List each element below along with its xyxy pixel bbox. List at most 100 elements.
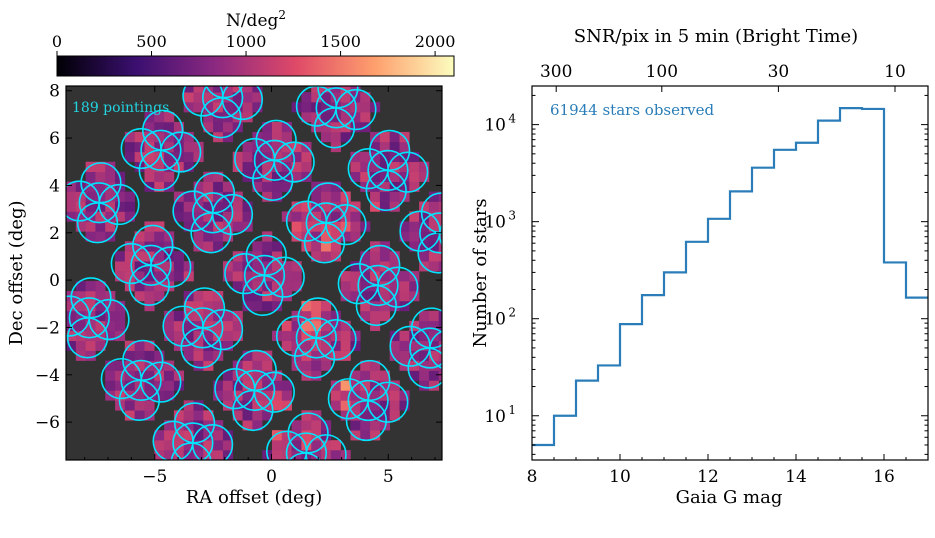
density-cell <box>379 300 390 312</box>
density-cell <box>203 231 214 242</box>
density-cell <box>262 241 273 252</box>
density-cell <box>222 390 234 401</box>
density-cell <box>164 231 175 242</box>
pointing-circle <box>285 200 328 242</box>
density-cell <box>389 191 400 202</box>
density-cell <box>291 281 302 292</box>
density-cell <box>389 171 400 182</box>
density-cell <box>311 440 322 451</box>
pointing-circle <box>275 315 318 357</box>
density-cell <box>409 281 420 292</box>
density-cell <box>242 290 253 302</box>
pointing-circle <box>287 412 329 454</box>
density-cell <box>242 390 253 401</box>
density-cell <box>301 320 312 332</box>
density-cell <box>262 151 273 163</box>
density-cell <box>193 241 204 252</box>
density-cell <box>173 131 185 143</box>
density-cell <box>379 380 390 391</box>
density-cell <box>291 320 302 332</box>
density-cell <box>419 320 430 332</box>
density-cell <box>173 310 185 322</box>
density-cell <box>389 330 400 341</box>
density-cell <box>340 320 351 332</box>
density-cell <box>203 112 214 123</box>
density-cell <box>360 410 371 421</box>
histogram-plot-area <box>532 86 928 460</box>
density-cell <box>409 151 420 163</box>
density-cell <box>183 430 194 441</box>
density-cell <box>330 440 341 451</box>
density-cell <box>164 430 175 441</box>
density-cell <box>95 320 106 332</box>
density-cell <box>232 112 243 123</box>
density-cell <box>321 251 332 262</box>
density-cell <box>164 390 175 401</box>
density-cell <box>144 340 155 351</box>
density-cell <box>379 390 390 401</box>
density-cell <box>222 121 234 133</box>
pointing-circle <box>327 378 369 420</box>
density-cell <box>183 151 194 163</box>
density-cell <box>173 440 185 451</box>
density-cell <box>428 241 440 252</box>
pointing-circle <box>66 180 101 222</box>
pointing-circle <box>182 307 224 349</box>
density-cell <box>301 151 312 163</box>
density-cell <box>350 112 361 123</box>
density-cell <box>154 181 165 192</box>
density-cell <box>428 221 440 232</box>
density-cell <box>330 241 341 252</box>
pointing-circle <box>192 192 234 234</box>
density-cell <box>370 191 381 202</box>
density-cell <box>271 450 283 460</box>
density-cell <box>115 300 126 312</box>
density-cell <box>134 400 145 411</box>
density-cell <box>379 201 390 212</box>
density-cell <box>242 141 253 153</box>
histogram-y-tick-label: 10 <box>484 310 506 330</box>
density-cell <box>183 131 194 143</box>
density-cell <box>154 121 165 133</box>
heatmap-panel: N/deg2 0 500 1000 1500 2000 189 pointings −5… <box>6 8 455 508</box>
density-cell <box>379 310 390 322</box>
density-cell <box>252 400 263 411</box>
density-cell <box>271 261 283 272</box>
density-cell <box>183 400 194 411</box>
density-cell <box>252 390 263 401</box>
density-cell <box>144 400 155 411</box>
density-cell <box>321 241 332 252</box>
density-cell <box>203 221 214 232</box>
density-cell <box>242 370 253 381</box>
pointing-circle <box>224 252 266 295</box>
density-cell <box>193 410 204 421</box>
density-cell <box>262 410 273 421</box>
density-cell <box>124 151 135 163</box>
density-cell <box>203 300 214 312</box>
density-cell <box>164 241 175 252</box>
density-cell <box>409 221 420 232</box>
density-cell <box>428 261 440 272</box>
density-cell <box>242 271 253 282</box>
density-cell <box>203 330 214 341</box>
density-cell <box>262 390 273 401</box>
density-cell <box>438 221 442 232</box>
density-cell <box>95 171 106 182</box>
density-cell <box>144 151 155 163</box>
density-cell <box>124 360 135 371</box>
density-cell <box>193 151 204 163</box>
histogram-x-tick-group: 8 10 12 14 16 <box>527 454 929 487</box>
density-cell <box>144 290 155 302</box>
density-cell <box>291 161 302 172</box>
histogram-y-axis-label: Number of stars <box>470 198 491 347</box>
density-cell <box>321 181 332 192</box>
density-cell <box>105 310 116 322</box>
density-cell <box>105 221 116 232</box>
density-cell <box>75 211 86 222</box>
colorbar-label: N/deg2 <box>226 8 286 31</box>
density-cell <box>173 141 185 153</box>
density-cell <box>213 340 224 351</box>
density-cell <box>360 430 371 441</box>
density-cell <box>252 92 263 103</box>
density-cell <box>350 390 361 401</box>
